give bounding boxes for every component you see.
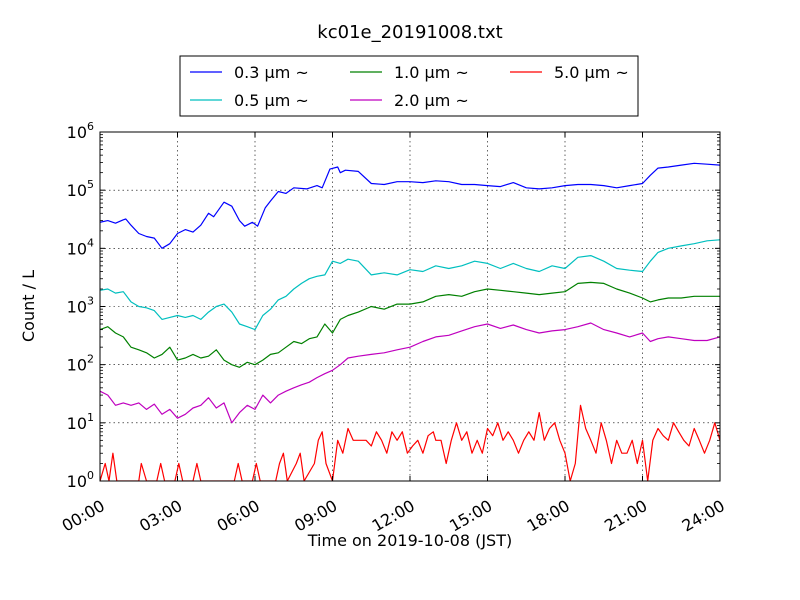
grid-lines: [100, 132, 720, 481]
x-tick-label: 03:00: [136, 496, 185, 536]
y-axis-label: Count / L: [19, 270, 38, 342]
x-tick-label: 12:00: [369, 496, 418, 536]
x-tick-label: 00:00: [59, 496, 108, 536]
x-tick-label: 21:00: [601, 496, 650, 536]
series-line-1: [100, 162, 720, 249]
x-tick-label: 18:00: [524, 496, 573, 536]
series-line-4: [100, 322, 720, 424]
y-tick-label: 103: [67, 295, 94, 317]
legend: 0.3 μm ~ 0.5 μm ~ 1.0 μm ~ 2.0 μm ~ 5.0 μm ~: [179, 55, 639, 117]
legend-frame: [179, 55, 639, 117]
x-axis-label: Time on 2019-10-08 (JST): [307, 531, 512, 550]
y-tick-label: 101: [67, 411, 94, 433]
y-tick-label: 106: [67, 120, 94, 142]
legend-label-1: 0.3 μm ~: [234, 63, 309, 82]
legend-label-2: 0.5 μm ~: [234, 91, 309, 110]
x-tick-label: 06:00: [214, 496, 263, 536]
legend-label-4: 2.0 μm ~: [394, 91, 469, 110]
legend-label-5: 5.0 μm ~: [554, 63, 629, 82]
series-line-2: [100, 239, 720, 331]
chart-title: kc01e_20191008.txt: [317, 22, 502, 43]
series-line-3: [100, 281, 720, 368]
x-tick-label: 24:00: [679, 496, 728, 536]
legend-label-3: 1.0 μm ~: [394, 63, 469, 82]
x-tick-label: 09:00: [291, 496, 340, 536]
y-tick-label: 105: [67, 178, 94, 200]
plot-area: 00:00 03:00 06:00 09:00 12:00 15:00 18:00 21:00…: [59, 120, 728, 536]
series-group: [100, 162, 720, 481]
y-tick-label: 104: [67, 236, 94, 258]
x-tick-label: 15:00: [446, 496, 495, 536]
y-tick-label: 100: [67, 469, 94, 491]
series-line-5: [100, 404, 720, 481]
y-tick-label: 102: [67, 353, 94, 375]
